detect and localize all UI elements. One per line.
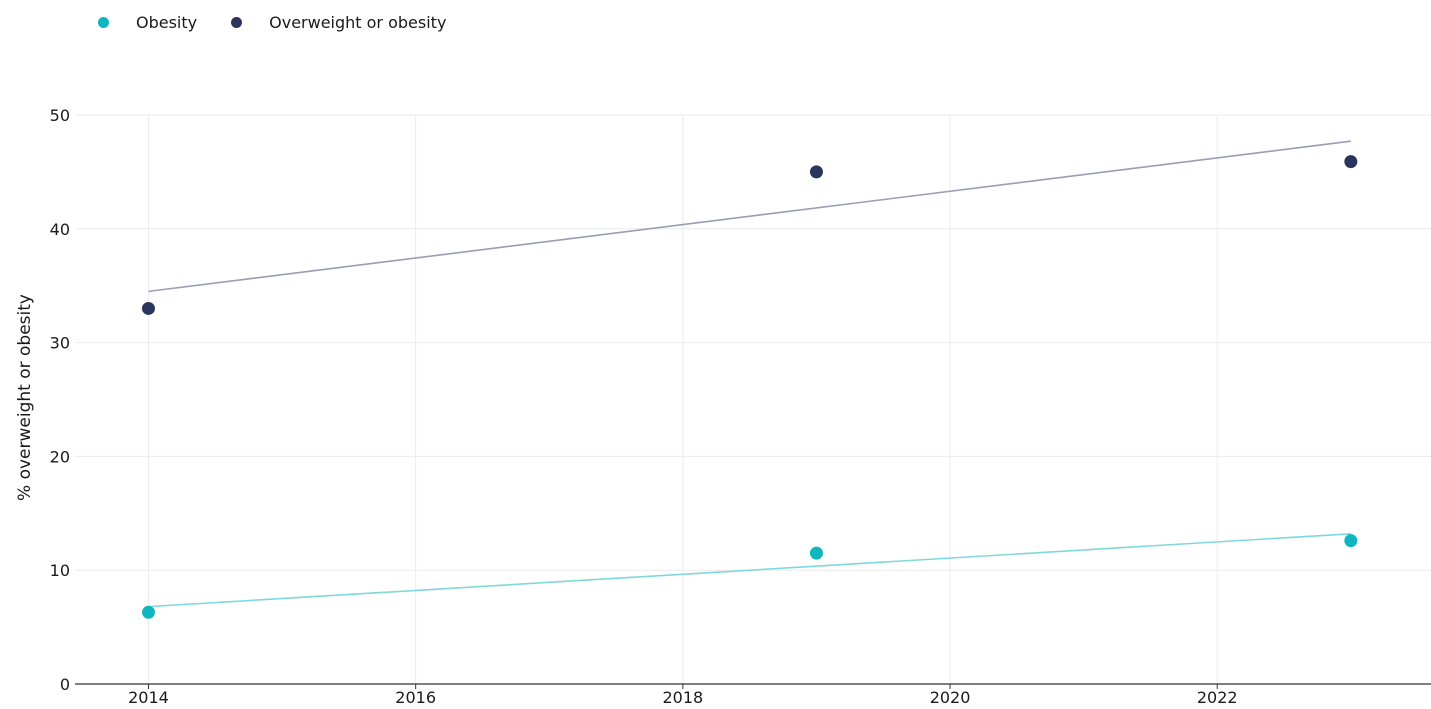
x-tick-label: 2020 xyxy=(930,688,971,707)
axes: 0 10 20 30 40 50 2014 2016 2018 2020 2022 xyxy=(50,106,1431,707)
data-point-obesity xyxy=(809,546,823,560)
y-tick-label: 0 xyxy=(60,675,70,694)
data-point-overweight-or-obesity xyxy=(1344,155,1358,169)
trend-line-obesity xyxy=(148,532,1351,608)
legend-marker-overweight-or-obesity xyxy=(231,17,243,28)
x-tick-label: 2022 xyxy=(1197,688,1238,707)
data-point-overweight-or-obesity xyxy=(809,165,823,179)
legend-label-obesity: Obesity xyxy=(136,13,198,32)
y-tick-label: 30 xyxy=(50,334,70,353)
y-axis-title: % overweight or obesity xyxy=(15,294,35,501)
data-point-obesity xyxy=(1344,534,1358,548)
data-points xyxy=(141,155,1358,619)
data-point-obesity xyxy=(141,605,155,619)
legend-item-overweight-or-obesity[interactable]: Overweight or obesity xyxy=(231,13,446,32)
x-tick-label: 2016 xyxy=(395,688,436,707)
x-tick-label: 2018 xyxy=(663,688,704,707)
y-tick-label: 20 xyxy=(50,447,70,466)
legend-label-overweight-or-obesity: Overweight or obesity xyxy=(269,13,447,32)
trend-line-overweight-or-obesity xyxy=(148,140,1351,293)
y-tick-label: 10 xyxy=(50,561,70,580)
y-tick-label: 40 xyxy=(50,220,70,239)
x-tick-label: 2014 xyxy=(128,688,169,707)
legend-item-obesity[interactable]: Obesity xyxy=(98,13,197,32)
trend-lines xyxy=(148,140,1351,608)
legend: Obesity Overweight or obesity xyxy=(98,13,480,32)
data-point-overweight-or-obesity xyxy=(141,301,155,315)
legend-marker-obesity xyxy=(98,17,109,28)
y-tick-label: 50 xyxy=(50,106,70,125)
